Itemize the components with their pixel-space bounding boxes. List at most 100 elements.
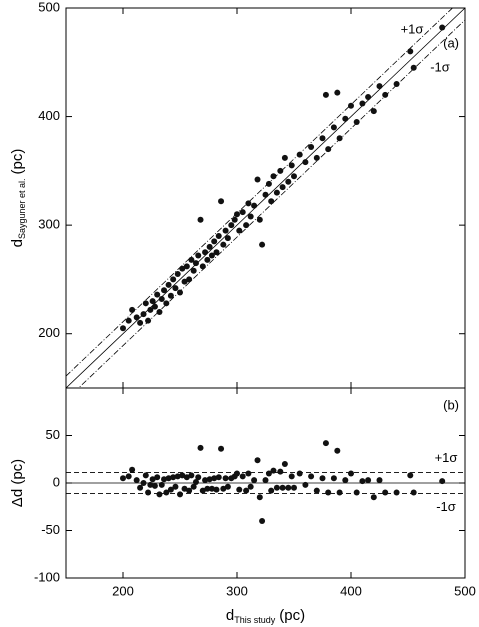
point xyxy=(154,291,161,298)
point xyxy=(220,485,227,492)
point xyxy=(211,475,218,482)
point xyxy=(156,491,163,498)
point xyxy=(186,276,193,283)
point xyxy=(197,444,204,451)
point xyxy=(222,475,229,482)
point xyxy=(206,243,213,250)
point xyxy=(137,484,144,491)
point xyxy=(239,209,246,216)
point xyxy=(439,478,446,485)
point xyxy=(247,213,254,220)
y-axis-label-main: d xyxy=(9,239,26,247)
point xyxy=(285,484,292,491)
point xyxy=(142,300,149,307)
point xyxy=(291,173,297,180)
point xyxy=(192,479,199,486)
point xyxy=(199,487,206,494)
point xyxy=(129,306,136,313)
point xyxy=(172,483,179,490)
point xyxy=(353,489,360,496)
reference-label: +1σ xyxy=(435,450,458,465)
point xyxy=(202,249,209,256)
point xyxy=(251,202,258,209)
point xyxy=(359,478,366,485)
x-tick-label: 400 xyxy=(340,583,362,598)
point xyxy=(365,477,372,484)
point xyxy=(192,260,199,267)
point xyxy=(125,473,132,480)
point xyxy=(147,481,154,488)
point xyxy=(270,467,277,474)
point xyxy=(265,470,272,477)
point xyxy=(254,176,261,183)
point xyxy=(268,198,275,205)
point xyxy=(245,200,252,207)
point xyxy=(273,484,280,491)
point xyxy=(288,473,295,480)
point xyxy=(145,317,152,324)
point xyxy=(211,238,218,245)
point xyxy=(172,285,179,292)
point xyxy=(133,314,140,321)
point xyxy=(120,475,126,482)
point xyxy=(370,108,377,115)
y-tick-label: 300 xyxy=(38,217,60,232)
point xyxy=(245,470,252,477)
point xyxy=(236,486,243,493)
point xyxy=(410,64,417,71)
point xyxy=(149,298,156,305)
point xyxy=(382,91,389,98)
y-tick-label: 200 xyxy=(38,325,60,340)
point xyxy=(133,477,140,484)
point xyxy=(410,489,417,496)
point xyxy=(183,263,190,270)
point xyxy=(204,485,211,492)
point xyxy=(370,494,377,501)
point xyxy=(218,198,225,205)
point xyxy=(407,472,414,479)
point xyxy=(215,233,222,239)
point xyxy=(174,473,181,480)
point xyxy=(167,486,174,493)
point xyxy=(165,281,172,288)
point xyxy=(167,292,174,299)
point xyxy=(277,468,284,475)
point xyxy=(277,167,284,174)
point xyxy=(247,483,254,490)
point xyxy=(330,124,337,131)
point xyxy=(334,89,341,96)
point xyxy=(220,241,227,248)
point xyxy=(239,473,246,480)
point xyxy=(288,162,295,169)
x-axis-label-unit: (pc) xyxy=(279,607,305,624)
point xyxy=(365,94,372,101)
point xyxy=(204,256,211,263)
point xyxy=(206,476,213,483)
x-axis-label: dThis study (pc) xyxy=(226,607,305,625)
point xyxy=(234,211,240,218)
point xyxy=(137,319,144,326)
point xyxy=(142,472,149,479)
point xyxy=(336,135,343,142)
point xyxy=(285,178,292,185)
point xyxy=(224,483,231,490)
point xyxy=(353,119,360,125)
point xyxy=(342,477,349,484)
point xyxy=(174,271,181,277)
reference-label: -1σ xyxy=(436,499,456,514)
point xyxy=(190,267,197,274)
point xyxy=(236,227,243,234)
x-tick-label: 500 xyxy=(454,583,476,598)
point xyxy=(199,263,206,270)
point xyxy=(231,216,238,223)
point xyxy=(243,222,250,229)
point xyxy=(319,135,326,142)
point xyxy=(265,180,272,187)
point xyxy=(322,440,329,447)
point xyxy=(228,222,235,229)
x-tick-label: 300 xyxy=(226,583,248,598)
point xyxy=(319,475,326,482)
point xyxy=(407,48,414,55)
point xyxy=(188,472,195,479)
point xyxy=(156,309,163,315)
